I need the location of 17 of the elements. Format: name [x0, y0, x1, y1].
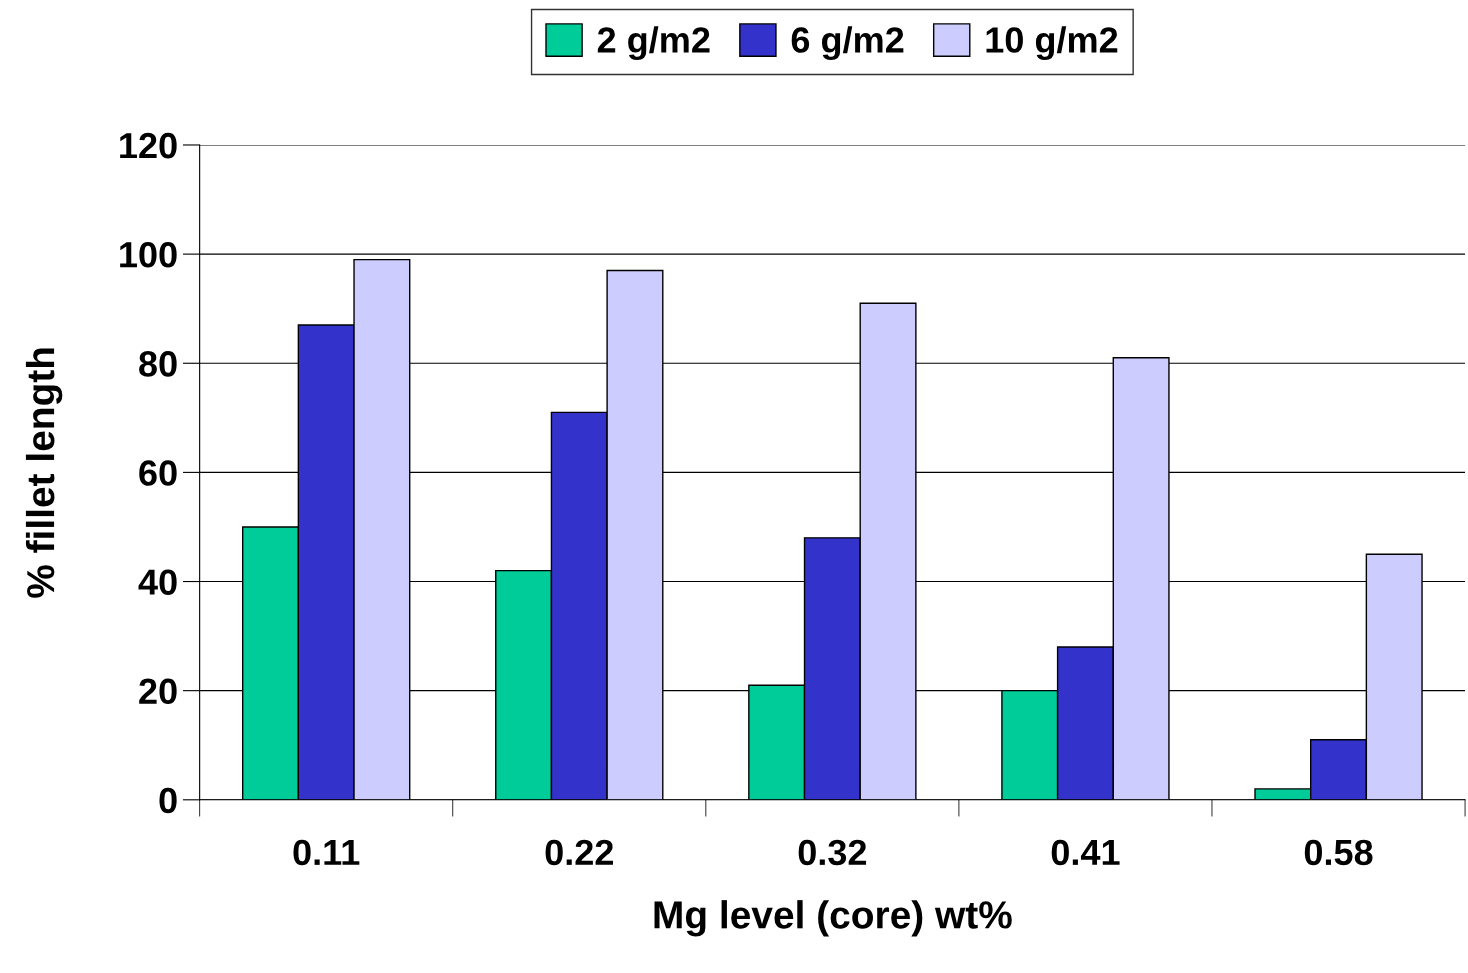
x-tick-label: 0.32 [798, 839, 867, 866]
x-axis-title: Mg level (core) wt% [654, 900, 1012, 937]
y-tick-label: 120 [120, 132, 177, 159]
x-tick-label: 0.22 [545, 839, 613, 866]
x-tick-label: 0.11 [293, 839, 360, 866]
legend-label: 10 g/m2 [986, 26, 1118, 61]
legend-label: 2 g/m2 [597, 26, 710, 61]
x-tick-label: 0.41 [1051, 839, 1120, 866]
y-tick-label: 60 [139, 460, 177, 486]
y-tick-label: 20 [139, 678, 177, 705]
x-tick-label: 0.58 [1304, 839, 1373, 866]
y-axis-title: % fillet length [25, 348, 63, 598]
y-tick-label: 40 [138, 569, 177, 595]
y-tick-label: 80 [139, 351, 177, 377]
legend-label: 6 g/m2 [791, 26, 904, 61]
y-tick-label: 0 [159, 787, 177, 814]
y-tick-label: 100 [120, 241, 177, 268]
